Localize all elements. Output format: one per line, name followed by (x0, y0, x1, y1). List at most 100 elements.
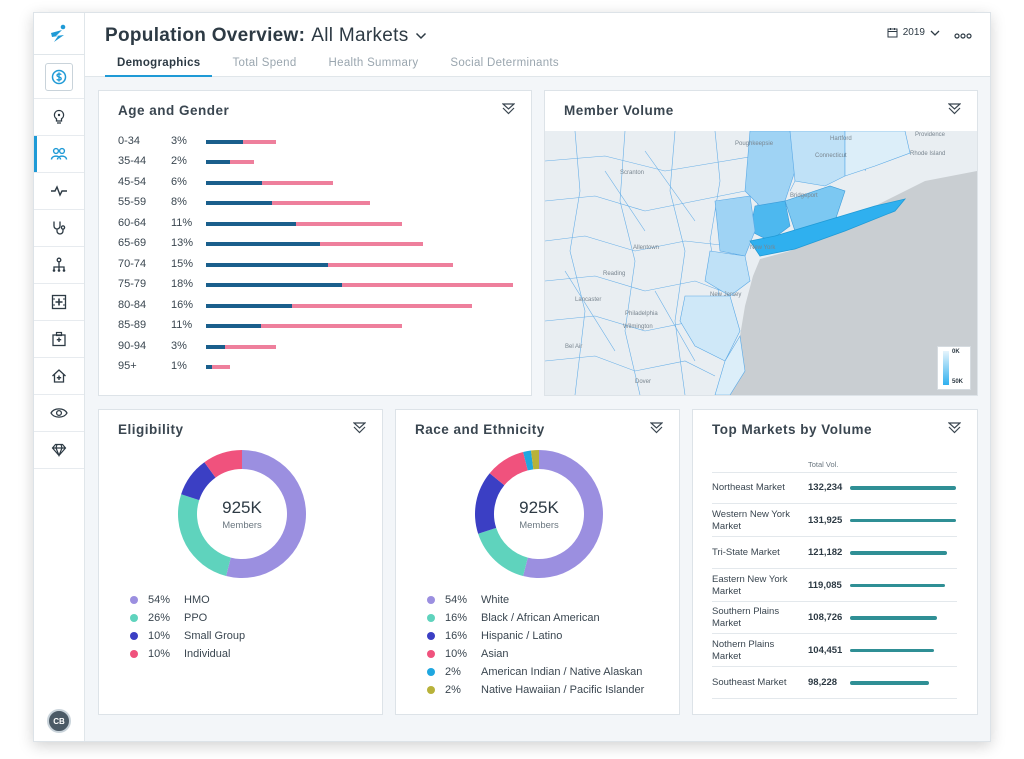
age-row[interactable]: 0-34 3% (118, 135, 518, 149)
age-row[interactable]: 60-64 11% (118, 217, 518, 231)
sidebar-item-home-health[interactable] (34, 358, 84, 395)
tab-total-spend[interactable]: Total Spend (232, 57, 297, 69)
map-label-philadelphia: Philadelphia (625, 311, 658, 317)
market-row[interactable]: Southeast Market 98,228 (712, 667, 957, 699)
race-slice[interactable] (489, 452, 528, 486)
filter-icon[interactable] (353, 422, 366, 434)
age-row[interactable]: 45-54 6% (118, 176, 518, 190)
sidebar-item-vision[interactable] (34, 395, 84, 432)
tab-health-summary[interactable]: Health Summary (328, 57, 419, 69)
sidebar-item-hospitals[interactable] (34, 321, 84, 358)
race-slice[interactable] (478, 527, 528, 576)
legend-percent: 10% (148, 630, 171, 642)
age-row[interactable]: 95+ 1% (118, 360, 518, 374)
female-bar (320, 242, 423, 246)
map-label-new-york: New York (750, 245, 776, 251)
legend-item[interactable]: 10% Asian (427, 647, 509, 661)
filter-icon[interactable] (948, 103, 961, 115)
age-row[interactable]: 35-44 2% (118, 155, 518, 169)
legend-item[interactable]: 2% Native Hawaiian / Pacific Islander (427, 683, 644, 697)
age-label: 55-59 (118, 196, 147, 208)
age-label: 80-84 (118, 299, 147, 311)
logo[interactable] (34, 13, 84, 55)
eligibility-slice[interactable] (226, 450, 306, 578)
filter-icon[interactable] (650, 422, 663, 434)
age-row[interactable]: 85-89 11% (118, 319, 518, 333)
member-volume-title: Member Volume (564, 103, 674, 118)
sidebar-item-facilities[interactable] (34, 284, 84, 321)
sidebar-item-population[interactable] (34, 136, 84, 173)
legend-swatch (130, 650, 138, 658)
female-bar (292, 304, 472, 308)
race-donut-chart[interactable] (469, 444, 609, 584)
age-row[interactable]: 80-84 16% (118, 299, 518, 313)
legend-item[interactable]: 54% White (427, 593, 509, 607)
tab-demographics[interactable]: Demographics (105, 53, 213, 77)
race-slice[interactable] (475, 473, 505, 534)
female-bar (261, 324, 402, 328)
age-row[interactable]: 55-59 8% (118, 196, 518, 210)
legend-swatch (427, 650, 435, 658)
market-row[interactable]: Western New York Market 131,925 (712, 504, 957, 537)
sidebar-item-clinical[interactable] (34, 210, 84, 247)
year-selector[interactable]: 2019 (887, 27, 940, 38)
market-bar (850, 551, 947, 555)
race-slice[interactable] (530, 450, 540, 470)
legend-label: Black / African American (481, 612, 600, 624)
legend-item[interactable]: 16% Hispanic / Latino (427, 629, 562, 643)
race-total: 925K (519, 498, 559, 517)
chevron-down-icon[interactable] (415, 32, 427, 40)
age-row[interactable]: 90-94 3% (118, 340, 518, 354)
age-row[interactable]: 70-74 15% (118, 258, 518, 272)
legend-item[interactable]: 10% Small Group (130, 629, 245, 643)
male-bar (206, 283, 342, 287)
sidebar-item-network[interactable] (34, 247, 84, 284)
legend-item[interactable]: 10% Individual (130, 647, 230, 661)
legend-swatch (427, 668, 435, 676)
age-bar (206, 283, 513, 287)
market-value: 98,228 (808, 677, 838, 688)
sidebar-item-spend[interactable] (34, 55, 84, 99)
female-bar (296, 222, 402, 226)
member-volume-map[interactable]: Hartford Providence Poughkeepsie Bridgep… (545, 131, 977, 395)
age-gender-panel: Age and Gender 0-34 3% 35-44 2% 45-54 6% 55-59… (98, 90, 532, 396)
age-label: 90-94 (118, 340, 147, 352)
market-row[interactable]: Tri-State Market 121,182 (712, 537, 957, 569)
home-health-icon (52, 369, 66, 383)
more-options-icon[interactable] (954, 26, 972, 42)
legend-item[interactable]: 16% Black / African American (427, 611, 600, 625)
legend-item[interactable]: 2% American Indian / Native Alaskan (427, 665, 642, 679)
dollar-icon (51, 69, 67, 84)
tab-social-determinants[interactable]: Social Determinants (450, 57, 559, 69)
market-row[interactable]: Northeast Market 132,234 (712, 472, 957, 504)
legend-item[interactable]: 54% HMO (130, 593, 210, 607)
map-label-hartford: Hartford (830, 136, 852, 142)
map-label-new-jersey: New Jersey (710, 292, 741, 298)
filter-icon[interactable] (502, 103, 515, 115)
eligibility-donut-chart[interactable] (172, 444, 312, 584)
legend-item[interactable]: 26% PPO (130, 611, 207, 625)
market-row[interactable]: Eastern New York Market 119,085 (712, 569, 957, 602)
eligibility-slice[interactable] (181, 462, 216, 501)
sidebar-item-premium[interactable] (34, 432, 84, 469)
eye-icon (50, 408, 68, 418)
market-bar (850, 648, 934, 652)
tab-bar: Demographics Total Spend Health Summary … (105, 53, 579, 77)
age-row[interactable]: 65-69 13% (118, 237, 518, 251)
medical-grid-icon (51, 294, 67, 310)
sidebar-item-vitals[interactable] (34, 173, 84, 210)
total-vol-header: Total Vol. (808, 460, 839, 469)
race-slice[interactable] (523, 450, 534, 471)
page-title[interactable]: Population Overview: All Markets (105, 25, 427, 47)
page-title-prefix: Population Overview: (105, 25, 306, 46)
sidebar-item-insights[interactable] (34, 99, 84, 136)
market-row[interactable]: Southern Plains Market 108,726 (712, 602, 957, 634)
eligibility-slice[interactable] (178, 494, 231, 576)
race-slice[interactable] (523, 450, 603, 578)
age-row[interactable]: 75-79 18% (118, 278, 518, 292)
eligibility-slice[interactable] (204, 450, 243, 478)
filter-icon[interactable] (948, 422, 961, 434)
user-avatar[interactable]: CB (47, 709, 71, 733)
age-percent: 1% (171, 360, 187, 372)
market-row[interactable]: Nothern Plains Market 104,451 (712, 634, 957, 667)
